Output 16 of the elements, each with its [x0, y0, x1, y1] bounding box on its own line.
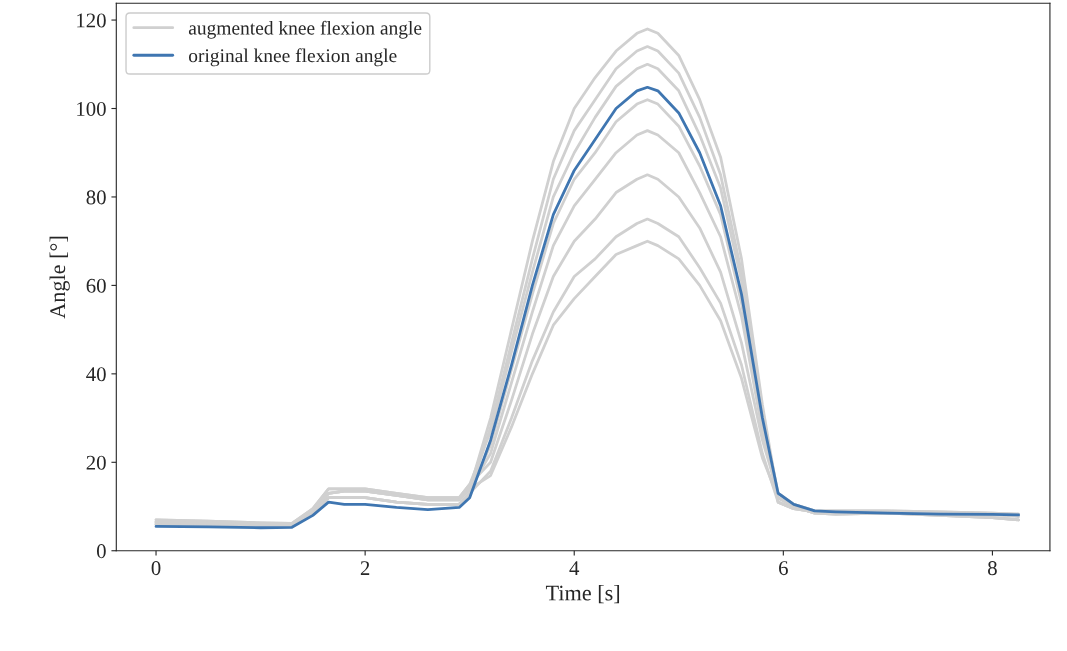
x-tick-label: 6: [779, 561, 788, 576]
x-tick-label: 4: [569, 561, 580, 575]
y-axis-title: Angle [°]: [49, 236, 70, 319]
y-tick-label: 120: [77, 13, 106, 28]
y-tick-label: 0: [96, 544, 106, 559]
x-tick-label: 8: [988, 561, 997, 576]
x-tick-label: 2: [360, 561, 370, 575]
y-tick-label: 60: [86, 278, 106, 293]
y-tick-label: 80: [86, 190, 106, 205]
y-tick-label: 40: [86, 367, 106, 382]
y-tick-label: 100: [77, 101, 106, 116]
legend-label: original knee flexion angle: [188, 48, 397, 67]
x-axis-title: Time [s]: [545, 584, 620, 604]
x-tick-label: 0: [151, 561, 161, 576]
legend-label: augmented knee flexion angle: [188, 20, 422, 39]
y-tick-label: 20: [86, 455, 106, 470]
